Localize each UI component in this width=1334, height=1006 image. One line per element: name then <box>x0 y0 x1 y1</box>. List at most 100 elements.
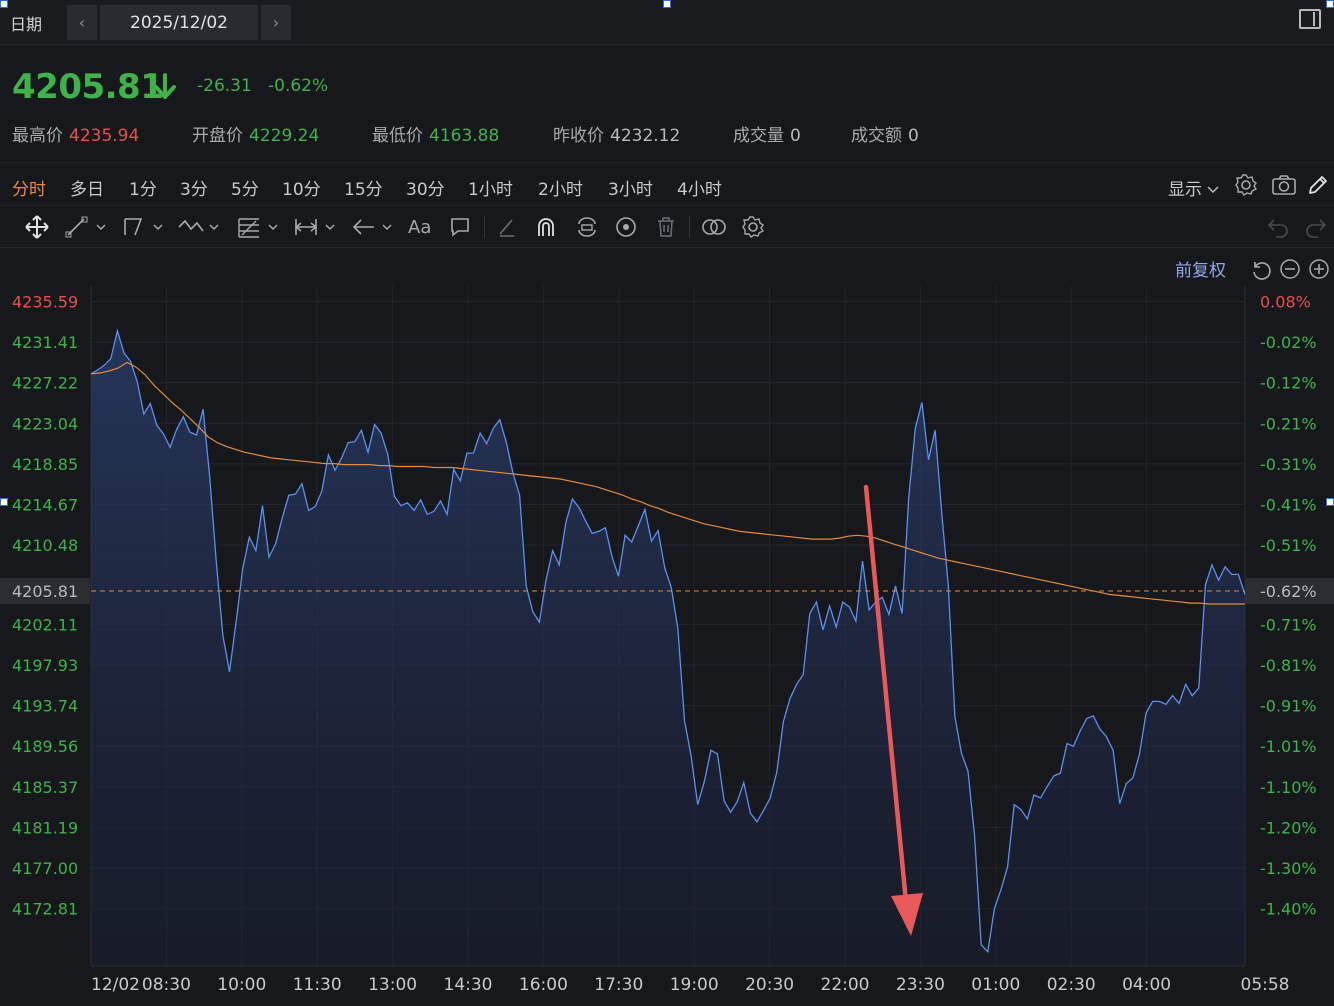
display-dropdown[interactable]: 显示 <box>1168 175 1219 200</box>
resize-handle-icon[interactable] <box>663 0 671 8</box>
text-icon[interactable]: Aa <box>408 216 432 238</box>
pct-tick-label: -1.01% <box>1260 737 1317 756</box>
adjust-mode-button[interactable]: 前复权 <box>1175 261 1226 281</box>
stat-low: 最低价 4163.88 <box>372 121 499 146</box>
x-tick-label: 08:30 <box>142 975 191 995</box>
stat-label: 昨收价 <box>553 126 604 146</box>
settings-icon[interactable] <box>1234 173 1258 197</box>
trash-icon[interactable] <box>655 214 677 240</box>
y-tick-label: 4193.74 <box>12 697 78 716</box>
pct-tick-label: -0.02% <box>1260 333 1317 352</box>
tab-1min[interactable]: 1分 <box>129 180 157 200</box>
period-tabs: 分时 多日 1分 3分 5分 10分 15分 30分 1小时 2小时 3小时 4… <box>0 162 1334 206</box>
stat-label: 成交量 <box>733 126 784 146</box>
tab-15min[interactable]: 15分 <box>344 180 383 200</box>
y-tick-label: 4185.37 <box>12 778 78 797</box>
tab-1hour[interactable]: 1小时 <box>468 180 513 200</box>
panel-toggle-icon[interactable] <box>1299 9 1321 29</box>
redo-icon[interactable] <box>1304 214 1328 240</box>
camera-icon[interactable] <box>1271 174 1297 196</box>
resize-handle-icon[interactable] <box>0 498 8 506</box>
prev-date-button[interactable]: ‹ <box>67 5 97 40</box>
price-area <box>91 330 1245 966</box>
y-tick-label: 4172.81 <box>12 900 78 919</box>
move-icon[interactable] <box>24 214 50 240</box>
tab-3hour[interactable]: 3小时 <box>608 180 653 200</box>
y-tick-label: 4197.93 <box>12 656 78 675</box>
x-tick-label: 20:30 <box>745 975 794 995</box>
tab-5min[interactable]: 5分 <box>231 180 259 200</box>
stat-value: 4229.24 <box>249 126 320 146</box>
tab-10min[interactable]: 10分 <box>282 180 321 200</box>
polyline-icon[interactable] <box>121 214 167 240</box>
x-tick-label: 04:00 <box>1122 975 1171 995</box>
magnet-icon[interactable] <box>535 214 557 240</box>
stat-value: 0 <box>908 126 919 146</box>
pct-tick-label: -0.31% <box>1260 455 1317 474</box>
comment-icon[interactable] <box>449 214 471 240</box>
x-tick-label: 01:00 <box>971 975 1020 995</box>
stat-label: 最低价 <box>372 126 423 146</box>
lock-icon[interactable] <box>575 214 599 240</box>
chevron-down-icon <box>1207 186 1219 194</box>
y-tick-label: 4202.11 <box>12 615 78 634</box>
fib-icon[interactable] <box>236 214 282 240</box>
stat-volume: 成交量 0 <box>733 121 801 146</box>
stat-value: 4163.88 <box>429 126 500 146</box>
measure-icon[interactable] <box>293 214 339 240</box>
price-change-pct: -0.62% <box>268 76 329 96</box>
x-tick-label: 23:30 <box>896 975 945 995</box>
compare-icon[interactable] <box>700 214 728 240</box>
pct-tick-label: 0.08% <box>1260 293 1311 312</box>
price-change: -26.31 <box>197 76 252 96</box>
x-tick-label: 13:00 <box>368 975 417 995</box>
zoom-out-icon[interactable] <box>1279 258 1301 280</box>
y-tick-label: 4181.19 <box>12 818 78 837</box>
intraday-chart[interactable]: 4235.59 4231.41 4227.22 4223.04 4218.85 4214.… <box>0 284 1334 1006</box>
y-tick-label: 4189.56 <box>12 737 78 756</box>
annotation-arrow[interactable] <box>863 484 923 936</box>
tab-4hour[interactable]: 4小时 <box>677 180 722 200</box>
average-line <box>90 361 1245 605</box>
price-line <box>90 328 1246 954</box>
stat-value: 4232.12 <box>610 126 681 146</box>
stat-turnover: 成交额 0 <box>851 121 919 146</box>
zoom-in-icon[interactable] <box>1308 258 1330 280</box>
tab-3min[interactable]: 3分 <box>180 180 208 200</box>
pct-tick-label: -1.10% <box>1260 778 1317 797</box>
arrow-down-icon <box>154 73 176 99</box>
arrow-icon[interactable] <box>352 214 398 240</box>
pct-tick-label: -0.81% <box>1260 656 1317 675</box>
chevron-left-icon: ‹ <box>78 13 86 32</box>
line-icon[interactable] <box>64 214 110 240</box>
stat-label: 开盘价 <box>192 126 243 146</box>
next-date-button[interactable]: › <box>261 5 291 40</box>
tab-multi-day[interactable]: 多日 <box>70 180 104 200</box>
undo-icon[interactable] <box>1266 214 1290 240</box>
reset-icon[interactable] <box>1249 258 1271 280</box>
tab-intraday[interactable]: 分时 <box>12 180 46 200</box>
y-tick-label: 4214.67 <box>12 496 78 515</box>
chevron-right-icon: › <box>272 13 280 32</box>
resize-handle-icon[interactable] <box>0 0 8 8</box>
tab-30min[interactable]: 30分 <box>406 180 445 200</box>
chart-canvas[interactable]: 4235.59 4231.41 4227.22 4223.04 4218.85 4214.… <box>0 284 1334 1006</box>
pencil-icon[interactable] <box>1306 173 1330 197</box>
resize-handle-icon[interactable] <box>1326 0 1334 8</box>
eye-icon[interactable] <box>614 214 638 240</box>
stat-high: 最高价 4235.94 <box>12 121 139 146</box>
y-tick-label: 4223.04 <box>12 414 78 433</box>
tab-2hour[interactable]: 2小时 <box>538 180 583 200</box>
pct-tick-label: -1.30% <box>1260 859 1317 878</box>
eraser-icon[interactable] <box>496 214 518 240</box>
date-picker[interactable]: 2025/12/02 <box>100 5 258 40</box>
settings-icon[interactable] <box>741 214 765 240</box>
x-tick-label: 16:00 <box>519 975 568 995</box>
current-price-tag <box>0 578 90 604</box>
wave-icon[interactable] <box>177 214 223 240</box>
x-tick-label: 22:00 <box>821 975 870 995</box>
x-tick-label: 17:30 <box>594 975 643 995</box>
last-price: 4205.81 <box>12 67 164 107</box>
pct-tick-label: -0.91% <box>1260 697 1317 716</box>
pct-tick-label: -0.12% <box>1260 374 1317 393</box>
